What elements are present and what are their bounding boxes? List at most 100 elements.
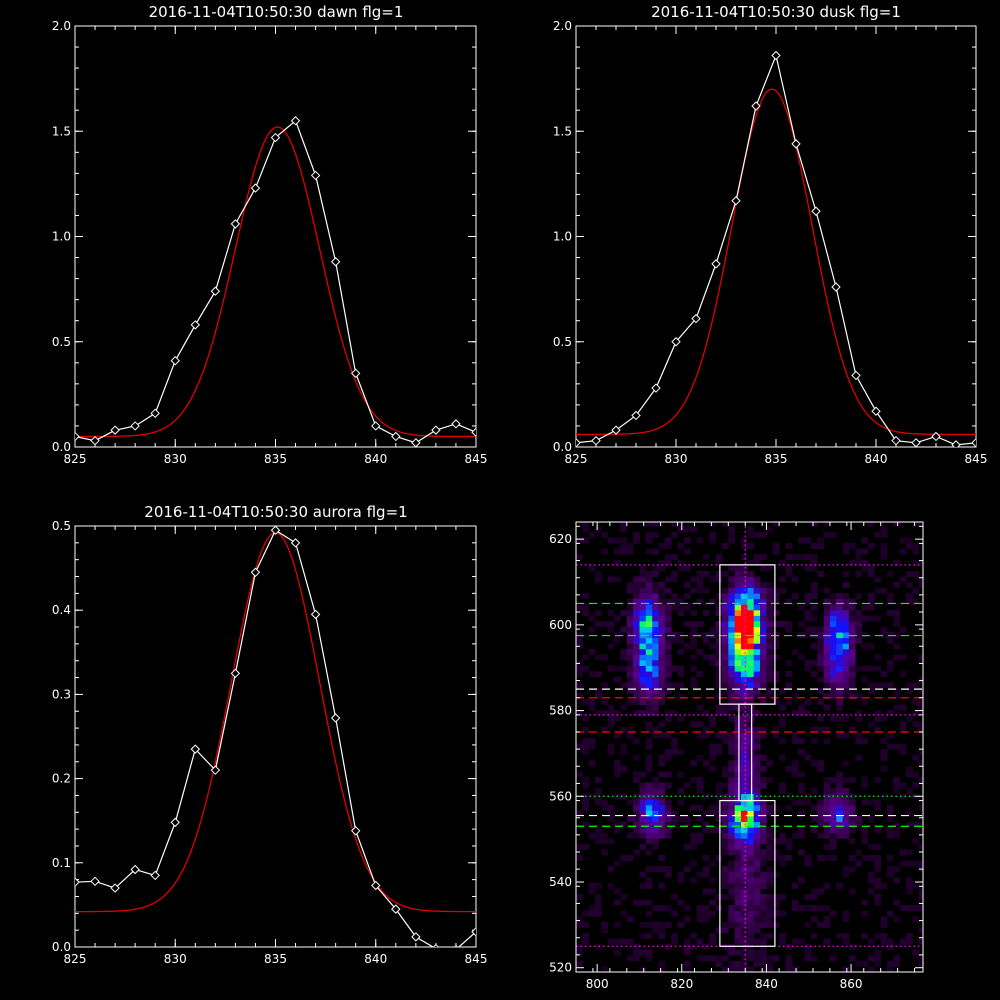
heatmap-cell: [696, 648, 704, 655]
heatmap-cell: [722, 921, 729, 928]
heatmap-cell: [715, 648, 723, 655]
heatmap-cell: [728, 804, 735, 811]
heatmap-cell: [728, 849, 735, 856]
heatmap-cell: [747, 966, 755, 972]
heatmap-cell: [658, 832, 666, 839]
heatmap-cell: [760, 726, 767, 733]
heatmap-cell: [829, 643, 837, 650]
heatmap-cell: [715, 804, 723, 811]
heatmap-cell: [734, 827, 742, 834]
heatmap-cell: [595, 944, 602, 951]
heatmap-cell: [652, 838, 659, 845]
heatmap-cell: [607, 816, 615, 822]
heatmap-cell: [741, 788, 748, 795]
heatmap-cell: [734, 938, 742, 945]
heatmap-cell: [848, 838, 856, 845]
heatmap-cell: [817, 905, 824, 912]
heatmap-cell: [779, 738, 786, 744]
heatmap-cell: [760, 849, 767, 856]
heatmap-cell: [804, 855, 812, 861]
heatmap-cell: [741, 609, 748, 616]
heatmap-cell: [664, 682, 672, 689]
heatmap-cell: [620, 609, 628, 616]
heatmap-cell: [842, 593, 850, 600]
heatmap-cell: [639, 899, 647, 906]
heatmap-cell: [842, 548, 850, 555]
heatmap-cell: [722, 894, 729, 900]
heatmap-cell: [683, 960, 691, 967]
heatmap-cell: [722, 543, 729, 549]
data-point: [951, 440, 961, 447]
heatmap-cell: [779, 782, 786, 789]
heatmap-cell: [728, 665, 735, 672]
x-tick-label: 820: [670, 977, 693, 991]
heatmap-cell: [918, 804, 923, 811]
heatmap-cell: [703, 821, 710, 828]
heatmap-cell: [766, 866, 774, 873]
heatmap-cell: [918, 676, 923, 683]
heatmap-cell: [639, 654, 647, 661]
heatmap-cell: [842, 682, 850, 689]
heatmap-cell: [842, 598, 850, 605]
heatmap-cell: [899, 860, 907, 867]
heatmap-cell: [734, 899, 742, 906]
heatmap-cell: [887, 827, 894, 834]
heatmap-cell: [658, 754, 666, 761]
y-tick-label: 0.0: [52, 940, 71, 954]
heatmap-cell: [874, 587, 881, 594]
heatmap-cell: [753, 576, 761, 583]
heatmap-cell: [728, 715, 735, 722]
heatmap-cell: [798, 849, 805, 856]
heatmap-cell: [633, 604, 640, 611]
heatmap-cell: [766, 676, 774, 683]
heatmap-cell: [893, 866, 901, 873]
heatmap-cell: [664, 905, 672, 912]
heatmap-cell: [614, 637, 621, 644]
heatmap-cell: [772, 855, 780, 861]
heatmap-cell: [607, 621, 615, 627]
heatmap-cell: [652, 793, 659, 800]
heatmap-cell: [842, 816, 850, 822]
heatmap-cell: [868, 522, 875, 527]
heatmap-cell: [658, 621, 666, 627]
heatmap-cell: [703, 866, 710, 873]
heatmap-cell: [823, 615, 831, 622]
heatmap-cell: [741, 838, 748, 845]
heatmap-cell: [728, 582, 735, 588]
heatmap-cell: [683, 866, 691, 873]
heatmap-cell: [810, 905, 818, 912]
heatmap-cell: [734, 949, 742, 956]
heatmap-cell: [664, 827, 672, 834]
heatmap-cell: [709, 827, 716, 834]
heatmap-cell: [633, 738, 640, 744]
heatmap-cell: [633, 810, 640, 817]
heatmap-cell: [664, 715, 672, 722]
heatmap-cell: [880, 916, 888, 923]
heatmap-cell: [703, 710, 710, 717]
y-tick-label: 0.2: [52, 772, 71, 786]
heatmap-cell: [798, 827, 805, 834]
heatmap-cell: [626, 732, 634, 739]
heatmap-cell: [614, 615, 621, 622]
heatmap-cell: [709, 810, 716, 817]
heatmap-cell: [734, 894, 742, 900]
heatmap-cell: [766, 660, 774, 666]
heatmap-cell: [734, 760, 742, 767]
heatmap-cell: [918, 721, 923, 728]
heatmap-cell: [753, 821, 761, 828]
heatmap-cell: [848, 682, 856, 689]
heatmap-cell: [817, 726, 824, 733]
heatmap-cell: [734, 721, 742, 728]
heatmap-cell: [595, 654, 602, 661]
heatmap-cell: [747, 682, 755, 689]
heatmap-cell: [601, 832, 609, 839]
heatmap-cell: [601, 531, 609, 538]
heatmap-cell: [836, 704, 843, 711]
heatmap-cell: [734, 587, 742, 594]
heatmap-cell: [753, 738, 761, 744]
heatmap-cell: [855, 693, 862, 700]
heatmap-cell: [645, 955, 653, 962]
x-tick-label: 825: [64, 452, 87, 466]
heatmap-cell: [582, 749, 589, 756]
heatmap-cell: [664, 810, 672, 817]
